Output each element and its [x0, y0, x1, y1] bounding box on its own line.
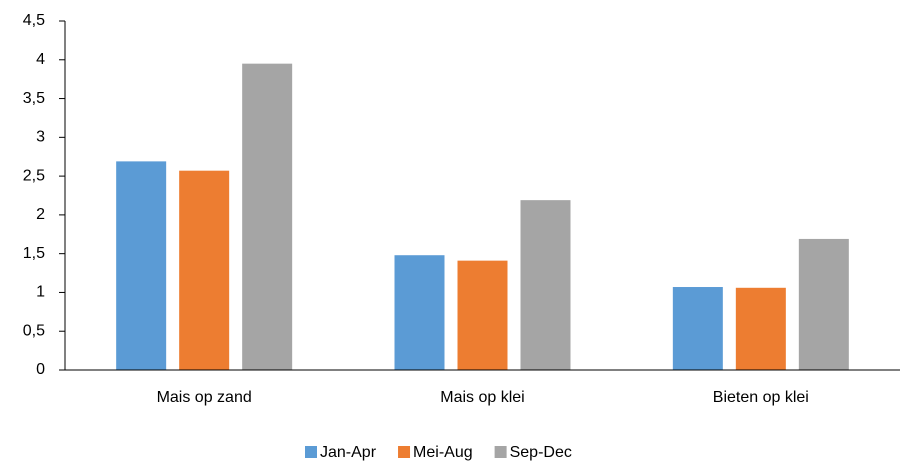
x-tick-label: Mais op zand: [157, 389, 252, 406]
y-tick-label: 4: [36, 51, 45, 68]
legend-swatch: [398, 446, 411, 458]
y-tick-label: 3,5: [23, 90, 45, 107]
y-tick-label: 0,5: [23, 322, 45, 339]
bar: [798, 238, 849, 370]
y-tick-label: 4,5: [23, 12, 45, 29]
y-tick-label: 0: [36, 361, 45, 378]
legend-label: Jan-Apr: [320, 444, 377, 461]
y-tick-label: 2,5: [23, 167, 45, 184]
x-tick-label: Mais op klei: [440, 389, 524, 406]
bar: [735, 287, 786, 370]
legend-swatch: [305, 446, 317, 458]
bar: [457, 260, 508, 370]
bar: [672, 287, 723, 370]
bar: [394, 255, 445, 370]
bar: [116, 161, 167, 370]
bar: [520, 200, 571, 370]
bar: [242, 63, 293, 371]
y-tick-label: 1,5: [23, 245, 45, 262]
legend-label: Mei-Aug: [413, 444, 473, 461]
bar: [179, 170, 230, 370]
y-tick-label: 2: [36, 206, 45, 223]
legend-label: Sep-Dec: [510, 444, 572, 461]
y-tick-label: 1: [36, 284, 45, 301]
legend-swatch: [494, 446, 507, 458]
x-tick-label: Bieten op klei: [713, 389, 809, 406]
y-tick-label: 3: [36, 129, 45, 146]
